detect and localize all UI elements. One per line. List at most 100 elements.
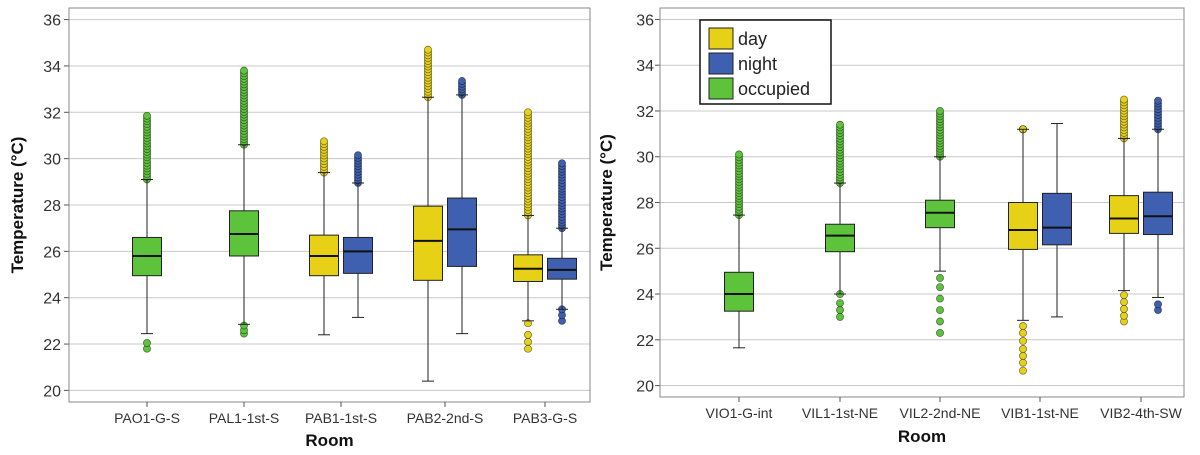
box-day	[413, 45, 443, 382]
y-tick-label: 28	[636, 196, 654, 213]
outlier-point	[143, 338, 151, 347]
x-axis-title: Room	[305, 431, 353, 450]
y-tick-label: 36	[43, 13, 61, 30]
x-tick-label: VIO1-G-int	[706, 405, 773, 421]
box-night	[547, 159, 577, 325]
outlier-point	[936, 294, 944, 303]
y-tick-label: 22	[636, 333, 654, 350]
y-tick-label: 26	[43, 244, 61, 261]
chart-panel-1: 20 22 24 26 28 30 32 34 36 PAO1-G-S PAL1-1st-S PAB1…	[8, 7, 591, 450]
outlier-point	[1019, 351, 1027, 360]
outlier-point	[936, 107, 944, 115]
box-occupied	[724, 150, 754, 349]
x-tick-label: VIB1-1st-NE	[1001, 405, 1079, 421]
y-axis-title: Temperature (°C)	[8, 137, 27, 274]
box-night	[343, 151, 373, 318]
box-occupied	[825, 120, 855, 321]
outlier-point	[1120, 298, 1128, 306]
box-night	[1143, 96, 1173, 314]
outlier-point	[1154, 96, 1162, 105]
x-tick-label: VIL2-2nd-NE	[900, 405, 981, 421]
box-body	[1109, 195, 1139, 234]
box-night	[1042, 123, 1072, 318]
outlier-point	[936, 306, 944, 314]
legend: day night occupied	[699, 19, 832, 105]
outlier-point	[1019, 336, 1027, 345]
outlier-point	[936, 317, 944, 326]
legend-swatch-occupied	[708, 77, 734, 100]
y-tick-label: 24	[43, 291, 61, 308]
y-tick-label: 22	[43, 337, 61, 354]
outlier-point	[1120, 304, 1128, 313]
box-occupied	[229, 66, 259, 338]
box-body	[343, 236, 373, 274]
box-body	[1008, 202, 1038, 250]
outlier-point	[524, 108, 532, 117]
legend-swatch-day	[708, 27, 734, 50]
x-axis-title: Room	[898, 427, 946, 446]
x-tick-label: PAB2-2nd-S	[407, 410, 484, 426]
plot-frame	[68, 7, 591, 403]
box-body	[925, 199, 955, 229]
box-body	[1143, 191, 1173, 236]
outlier-point	[836, 120, 844, 129]
outlier-point	[1154, 300, 1162, 309]
y-axis-title: Temperature (°C)	[597, 134, 616, 271]
y-tick-label: 30	[636, 150, 654, 167]
outlier-point	[1019, 322, 1027, 331]
y-tick-label: 32	[636, 104, 654, 121]
outlier-point	[143, 111, 151, 120]
x-tick-label: PAO1-G-S	[114, 410, 180, 426]
box-body	[1042, 192, 1072, 246]
legend-label-night: night	[738, 54, 777, 74]
legend-label-day: day	[738, 29, 767, 49]
outlier-point	[524, 337, 532, 346]
y-tick-label: 34	[43, 59, 61, 76]
y-tick-label: 30	[43, 152, 61, 169]
outlier-point	[735, 150, 743, 159]
box-night	[447, 77, 477, 335]
box-day	[513, 108, 543, 353]
y-tick-label: 34	[636, 58, 654, 75]
outlier-point	[354, 151, 362, 160]
outlier-point	[836, 306, 844, 314]
chart-panel-2: 20 22 24 26 28 30 32 34 36 VIO1-G-int VIL1-1st-NE V…	[597, 7, 1185, 446]
box-day	[309, 137, 339, 336]
outlier-point	[1019, 328, 1027, 337]
outlier-point	[524, 330, 532, 339]
x-tick-label: PAB1-1st-S	[305, 410, 377, 426]
box-occupied	[925, 107, 955, 337]
y-tick-label: 26	[636, 241, 654, 258]
outlier-point	[1120, 291, 1128, 300]
y-tick-label: 24	[636, 287, 654, 304]
outlier-point	[836, 312, 844, 321]
box-body	[724, 271, 754, 312]
outlier-point	[1120, 95, 1128, 104]
outlier-point	[424, 45, 432, 54]
box-occupied	[132, 111, 162, 353]
plot-frame	[659, 7, 1185, 398]
box-day	[1109, 95, 1139, 326]
box-body	[547, 257, 577, 280]
legend-label-occupied: occupied	[738, 79, 810, 99]
outlier-point	[558, 159, 566, 168]
outlier-point	[1019, 358, 1027, 367]
outlier-point	[836, 299, 844, 308]
x-tick-label: PAB3-G-S	[513, 410, 577, 426]
x-tick-label: VIB2-4th-SW	[1100, 405, 1182, 421]
outlier-point	[1019, 366, 1027, 375]
legend-swatch-night	[708, 52, 734, 75]
y-tick-label: 20	[636, 379, 654, 396]
outlier-point	[1120, 311, 1128, 320]
y-tick-label: 28	[43, 198, 61, 215]
box-body	[447, 197, 477, 267]
box-body	[825, 223, 855, 253]
y-tick-label: 20	[43, 383, 61, 400]
outlier-point	[458, 77, 466, 85]
y-tick-label: 32	[43, 105, 61, 122]
outlier-point	[1019, 344, 1027, 353]
y-tick-label: 36	[636, 12, 654, 29]
outlier-point	[320, 137, 328, 146]
x-tick-label: VIL1-1st-NE	[802, 405, 878, 421]
